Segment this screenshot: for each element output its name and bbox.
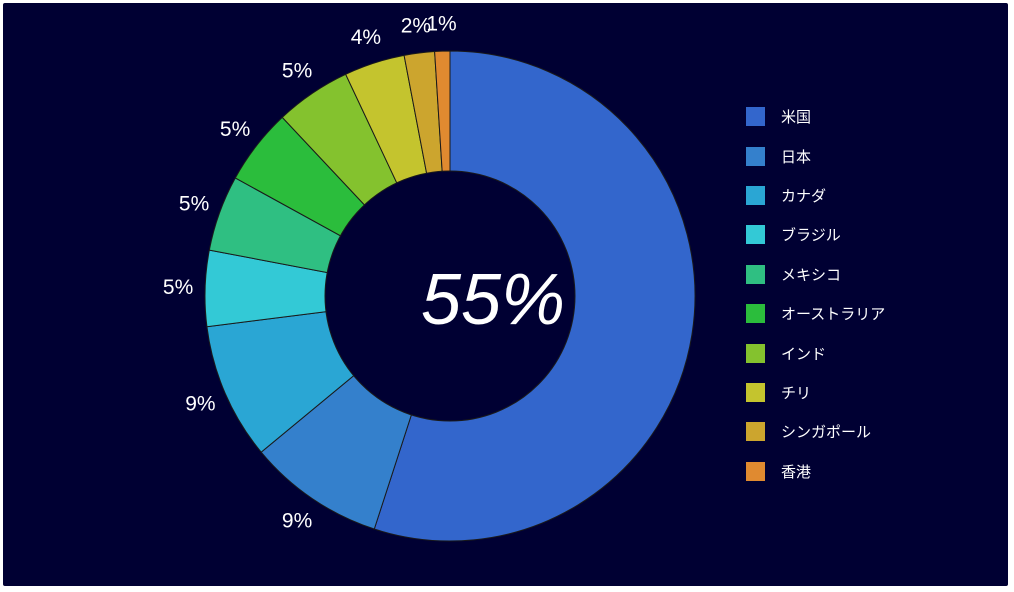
legend-label: チリ <box>781 383 812 402</box>
donut-chart: 9% 9% 5% 5% 5% 5% 4% 2%1% 55% <box>163 13 696 542</box>
legend-item: ブラジル <box>746 215 885 254</box>
legend-item: 日本 <box>746 136 885 175</box>
legend-swatch <box>746 304 765 324</box>
legend-item: 香港 <box>746 452 885 491</box>
slice-label-7: 5% <box>282 60 312 83</box>
slice-label-group: 9% 9% 5% 5% 5% 5% 4% 2%1% <box>163 13 457 533</box>
legend-swatch <box>746 264 765 284</box>
legend: 米国日本カナダブラジルメキシコオーストラリア インドチリシンガポール 香港 <box>746 97 885 491</box>
legend-label: シンガポール <box>781 423 872 442</box>
legend-label: 香港 <box>781 462 812 481</box>
legend-item: オーストラリア <box>746 294 885 333</box>
legend-item: カナダ <box>746 176 885 215</box>
legend-swatch <box>746 382 765 402</box>
slice-label-8: 4% <box>351 26 381 49</box>
slice-label-9: 2% <box>401 15 431 38</box>
legend-item: 米国 <box>746 97 885 136</box>
legend-swatch <box>746 107 765 127</box>
legend-label: 日本 <box>781 147 812 166</box>
chart-background: 9% 9% 5% 5% 5% 5% 4% 2% 1% 55% 米国日本カナダブラジルメキシコオー… <box>3 3 1008 586</box>
legend-swatch <box>746 422 765 442</box>
legend-swatch <box>746 343 765 363</box>
legend-label: メキシコ <box>781 265 842 284</box>
legend-label: オーストラリア <box>781 305 886 324</box>
slice-label-5: 5% <box>179 192 209 215</box>
legend-label: インド <box>781 344 827 363</box>
donut-hole <box>324 170 576 422</box>
slice-label-10: 1% <box>426 13 456 36</box>
legend-item: シンガポール <box>746 412 885 451</box>
legend-label: ブラジル <box>781 226 841 245</box>
center-label: 55% <box>421 260 565 340</box>
slice-label-6: 5% <box>220 118 250 141</box>
slice-label-2: 9% <box>282 510 312 533</box>
legend-item: メキシコ <box>746 255 885 294</box>
legend-label: カナダ <box>781 186 827 205</box>
slice-label-4: 5% <box>163 276 193 299</box>
legend-item: チリ <box>746 373 885 412</box>
legend-item: インド <box>746 333 885 372</box>
legend-swatch <box>746 185 765 205</box>
legend-label: 米国 <box>781 108 812 127</box>
legend-swatch <box>746 461 765 481</box>
legend-swatch <box>746 146 765 166</box>
slice-label-3: 9% <box>185 393 215 416</box>
legend-swatch <box>746 225 765 245</box>
